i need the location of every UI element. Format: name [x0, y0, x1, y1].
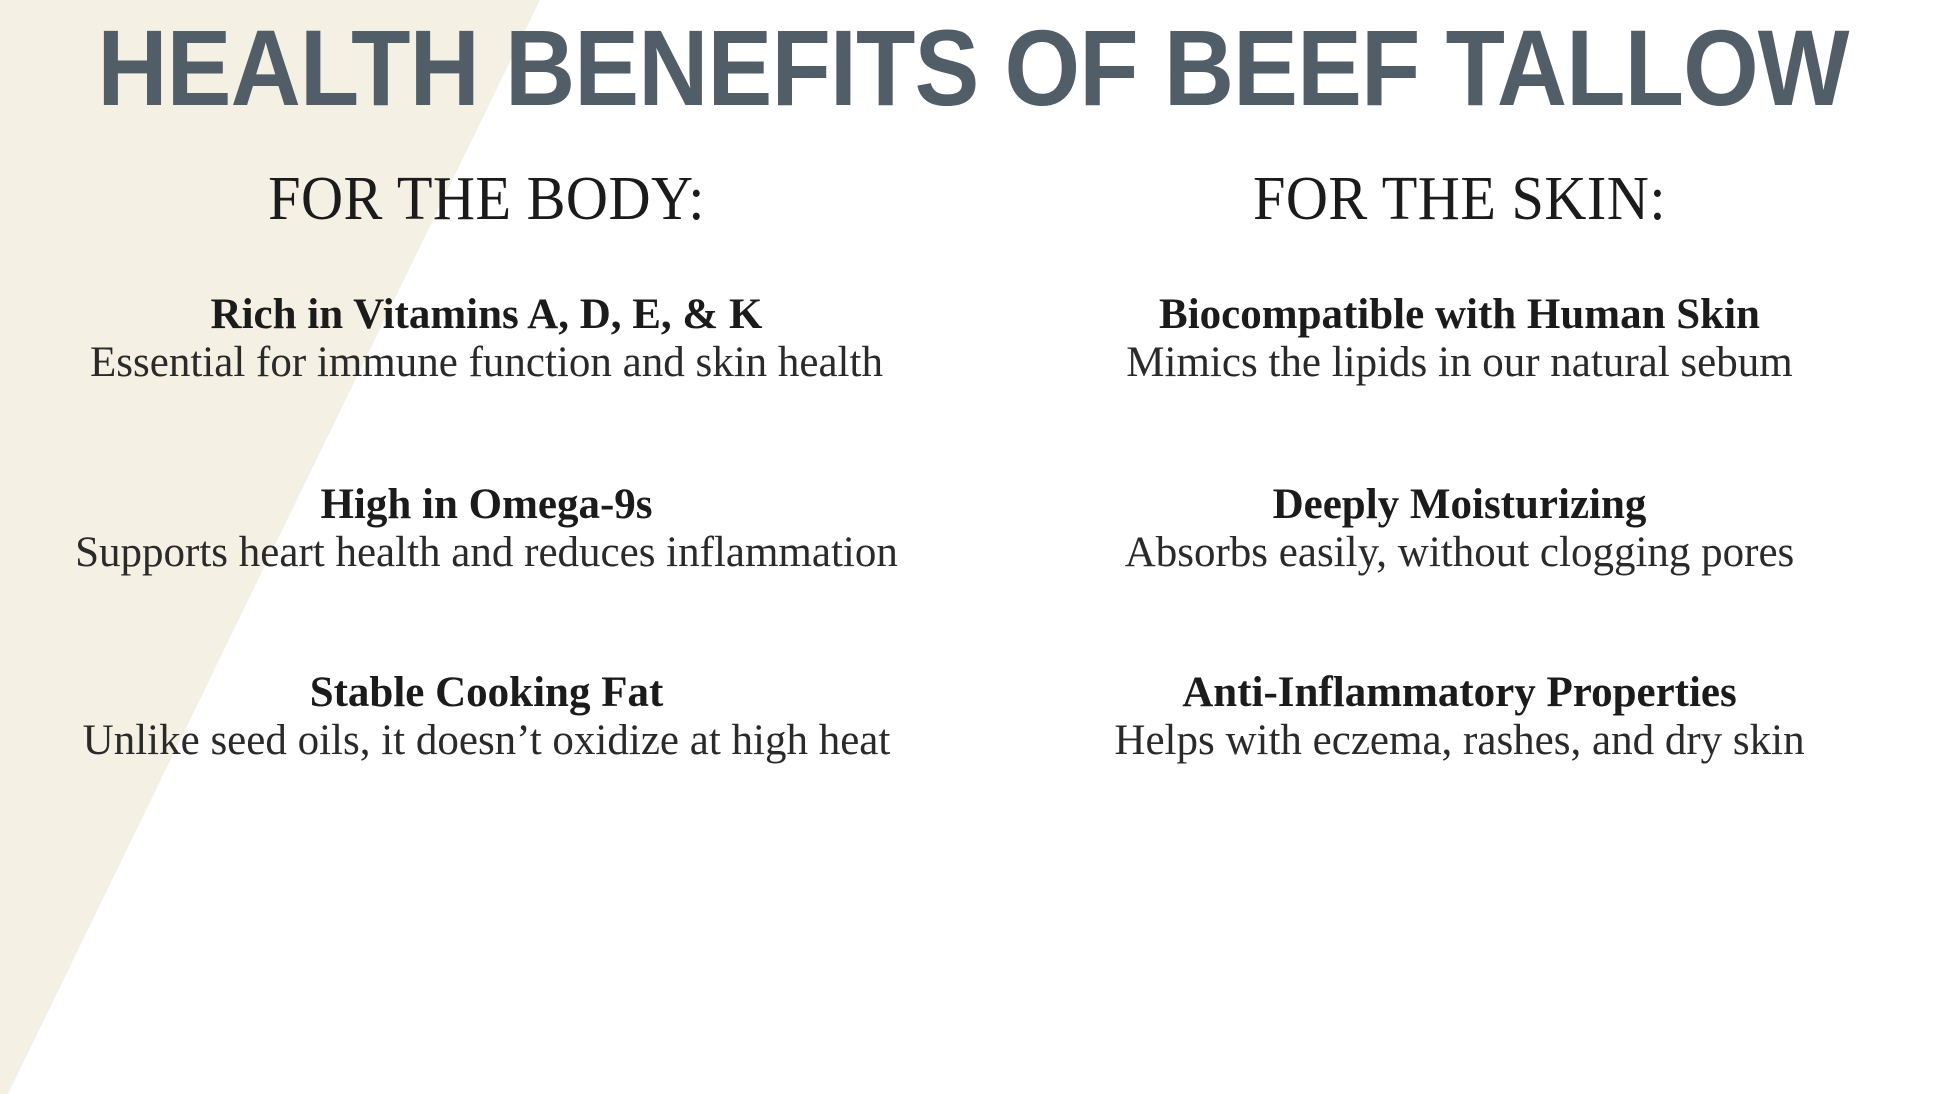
column-heading-skin: FOR THE SKIN: — [1252, 165, 1667, 233]
benefit-title: High in Omega-9s — [320, 481, 653, 528]
benefit-description: Absorbs easily, without clogging pores — [1124, 528, 1795, 576]
benefit-item: Deeply Moisturizing Absorbs easily, with… — [973, 482, 1946, 576]
benefit-item: Anti-Inflammatory Properties Helps with … — [973, 670, 1946, 764]
benefit-title: Anti-Inflammatory Properties — [1182, 669, 1737, 716]
benefit-title: Biocompatible with Human Skin — [1159, 291, 1760, 338]
benefit-item: Stable Cooking Fat Unlike seed oils, it … — [0, 670, 973, 764]
column-for-the-skin: FOR THE SKIN: Biocompatible with Human S… — [973, 0, 1946, 1094]
benefit-description: Unlike seed oils, it doesn’t oxidize at … — [82, 716, 891, 764]
benefit-description: Essential for immune function and skin h… — [90, 338, 883, 386]
benefit-item: Biocompatible with Human Skin Mimics the… — [973, 292, 1946, 386]
benefit-title: Rich in Vitamins A, D, E, & K — [210, 291, 763, 338]
benefit-item: High in Omega-9s Supports heart health a… — [0, 482, 973, 576]
benefit-description: Supports heart health and reduces inflam… — [75, 528, 898, 576]
benefit-title: Stable Cooking Fat — [309, 669, 664, 716]
column-heading-body: FOR THE BODY: — [268, 165, 705, 233]
column-for-the-body: FOR THE BODY: Rich in Vitamins A, D, E, … — [0, 165, 973, 764]
benefit-title: Deeply Moisturizing — [1272, 481, 1647, 528]
benefit-description: Helps with eczema, rashes, and dry skin — [1114, 716, 1805, 764]
benefit-item: Rich in Vitamins A, D, E, & K Essential … — [0, 292, 973, 386]
page-title: HEALTH BENEFITS OF BEEF TALLOW — [97, 7, 1849, 128]
benefit-description: Mimics the lipids in our natural sebum — [1126, 338, 1793, 386]
